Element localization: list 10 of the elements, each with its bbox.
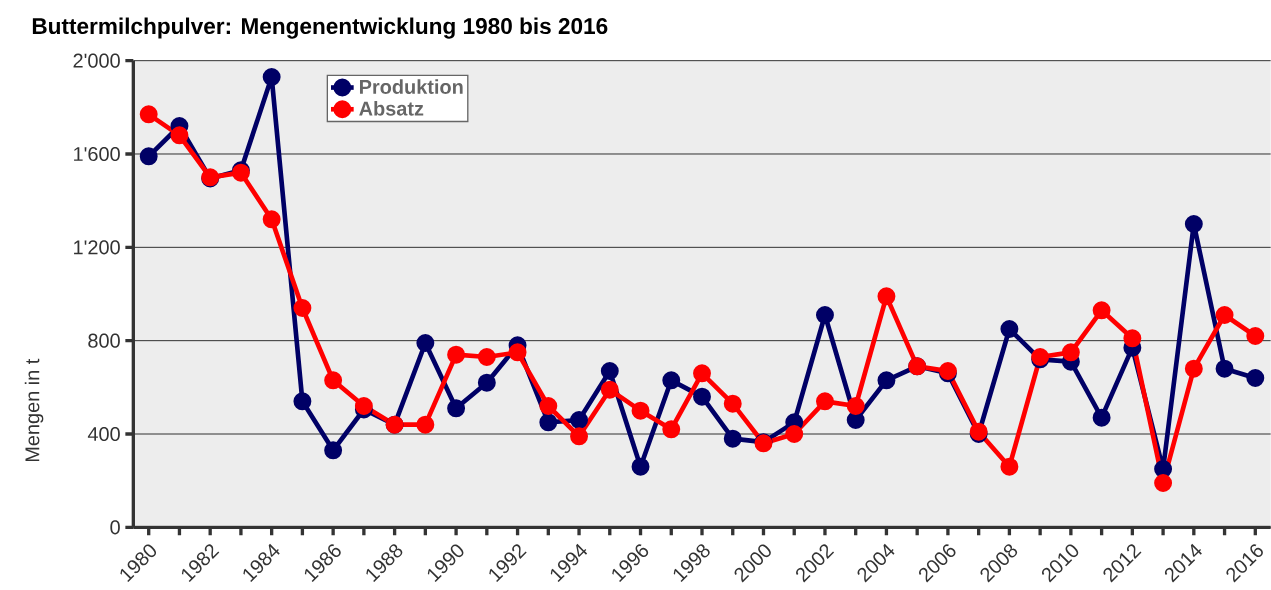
legend-label: Absatz [359, 101, 424, 116]
y-tick-label: 800 [88, 333, 120, 348]
chart-title: Buttermilchpulver: Mengenentwicklung 1980 bis 2016 [32, 17, 608, 39]
legend-label: Produktion [359, 79, 463, 94]
y-tick-label: 0 [110, 520, 120, 535]
y-tick-label: 400 [87, 426, 120, 442]
y-tick-label: 2'000 [73, 53, 120, 68]
y-tick-label: 1'600 [74, 146, 120, 162]
y-tick-label: 1'200 [74, 240, 120, 255]
y-axis-title: Mengen in t [24, 358, 44, 462]
